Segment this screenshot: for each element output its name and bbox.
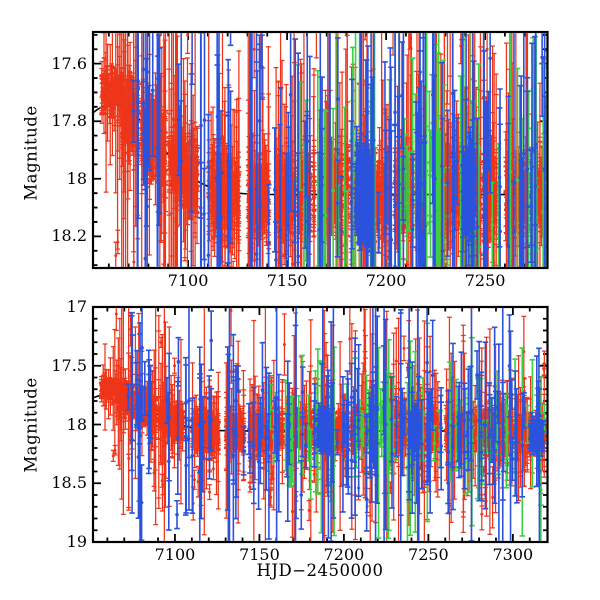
y-tick-label-top: 17.6 [51,53,87,73]
x-tick-label-bottom: 7200 [323,545,365,564]
y-tick-label-bottom: 18 [66,414,87,434]
y-tick-label-top: 18 [66,168,87,188]
x-tick-label-top: 7200 [365,271,407,290]
y-tick-label-bottom: 18.5 [51,473,87,493]
y-axis-title-bottom-panel: Magnitude [21,377,41,473]
x-tick-label-bottom: 7150 [239,545,280,564]
y-tick-label-top: 18.2 [51,226,87,246]
y-tick-label-bottom: 17.5 [51,355,87,375]
x-tick-label-top: 7100 [167,271,209,290]
y-tick-label-top: 17.8 [51,111,87,131]
x-tick-label-bottom: 7300 [492,545,534,564]
y-tick-label-bottom: 19 [66,532,87,551]
x-tick-label-bottom: 7250 [408,545,449,564]
x-tick-label-top: 7250 [464,271,506,290]
x-tick-label-bottom: 7100 [154,545,196,564]
x-axis-title: HJD−2450000 [256,561,384,580]
y-tick-label-bottom: 17 [66,297,87,316]
y-axis-title-top-panel: Magnitude [21,105,41,201]
x-tick-label-top: 7150 [266,271,308,290]
